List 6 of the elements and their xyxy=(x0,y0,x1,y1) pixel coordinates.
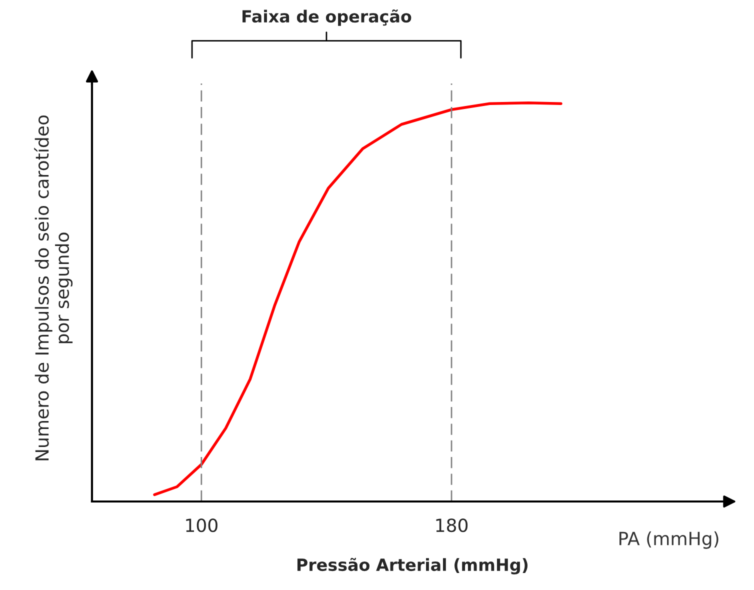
x-tick-label: 180 xyxy=(436,518,468,532)
x-axis-title: Pressão Arterial (mmHg) xyxy=(297,558,528,574)
y-axis-title: Numero de Impulsos do seio carotídeo por segundo xyxy=(34,115,73,460)
text: Faixa de operação xyxy=(242,9,412,26)
text: PA (mmHg) xyxy=(620,531,718,549)
x-tick-label: 100 xyxy=(186,518,218,532)
